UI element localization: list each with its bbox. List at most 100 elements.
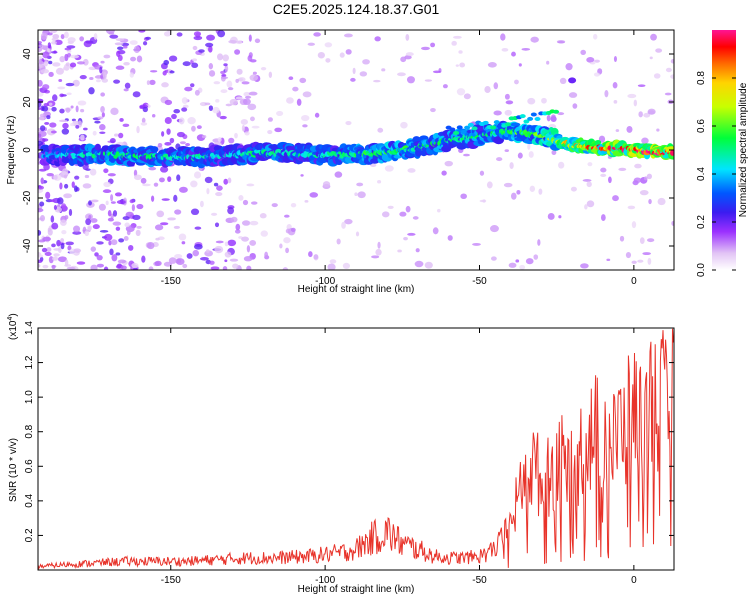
heatmap-cell — [514, 79, 519, 85]
heatmap-cell — [100, 60, 105, 64]
y-tick-label: 1.4 — [24, 321, 35, 335]
heatmap-cell — [227, 177, 232, 184]
heatmap-cell — [249, 74, 259, 81]
heatmap-cell — [98, 203, 106, 211]
heatmap-cell — [66, 266, 76, 270]
heatmap-cell — [38, 259, 43, 264]
heatmap-cell — [110, 239, 118, 246]
heatmap-cell — [670, 59, 674, 64]
heatmap-cell — [112, 221, 122, 226]
heatmap-cell — [551, 149, 557, 156]
snr-y-multiplier-close: ) — [8, 313, 19, 316]
heatmap-cell — [453, 130, 460, 135]
heatmap-cell — [655, 48, 663, 53]
heatmap-cell — [463, 153, 470, 157]
heatmap-cell — [79, 74, 87, 80]
heatmap-cell — [594, 140, 602, 145]
heatmap-cell — [511, 51, 516, 57]
heatmap-cell — [59, 108, 65, 114]
heatmap-cell — [192, 45, 198, 51]
heatmap-cell — [530, 112, 537, 117]
heatmap-cell — [424, 261, 433, 269]
heatmap-cell — [96, 254, 103, 261]
heatmap-cell — [220, 89, 228, 94]
heatmap-cell — [117, 259, 127, 264]
heatmap-cell — [161, 198, 170, 201]
heatmap-cell — [213, 141, 222, 146]
heatmap-cell — [613, 100, 618, 104]
heatmap-cell — [157, 143, 163, 148]
heatmap-cell — [456, 88, 466, 96]
heatmap-cell — [43, 103, 49, 107]
heatmap-cell — [227, 239, 237, 247]
heatmap-cell — [259, 213, 267, 219]
heatmap-cell — [51, 222, 59, 230]
heatmap-cell — [107, 173, 116, 177]
snr-y-multiplier: (x104) — [7, 313, 19, 340]
heatmap-cell — [345, 49, 352, 55]
heatmap-cell — [608, 176, 612, 184]
heatmap-cell — [117, 46, 124, 51]
heatmap-cell — [83, 127, 88, 131]
heatmap-cell — [223, 178, 229, 185]
heatmap-cell — [176, 131, 185, 138]
heatmap-cell — [606, 258, 611, 262]
heatmap-cell — [49, 122, 57, 128]
heatmap-cell — [314, 112, 320, 118]
snr-y-multiplier-base: (x10 — [8, 320, 19, 340]
heatmap-cell — [46, 173, 54, 177]
heatmap-cell — [447, 235, 453, 241]
heatmap-cell — [234, 132, 238, 139]
heatmap-cell — [519, 264, 526, 270]
heatmap-cell — [582, 179, 592, 182]
heatmap-cell — [225, 103, 232, 107]
heatmap-cell — [653, 73, 661, 79]
heatmap-cell — [342, 262, 351, 270]
heatmap-cell — [530, 36, 539, 43]
heatmap-cell — [115, 38, 125, 42]
heatmap-cell — [38, 40, 42, 44]
heatmap-cell — [219, 115, 227, 120]
colorbar-tick-label: 0.2 — [696, 215, 707, 229]
heatmap-cell — [665, 67, 672, 73]
heatmap-cell — [384, 165, 394, 172]
heatmap-cell — [313, 32, 321, 37]
heatmap-cell — [84, 174, 90, 179]
heatmap-cell — [201, 135, 207, 139]
heatmap-cell — [38, 263, 41, 268]
heatmap-cell — [60, 242, 65, 250]
colorbar-tick-label: 0.8 — [696, 71, 707, 85]
heatmap-cell — [123, 236, 129, 241]
heatmap-cell — [61, 229, 67, 235]
heatmap-cell — [73, 185, 78, 193]
heatmap-cell — [568, 77, 577, 84]
heatmap-cell — [44, 60, 49, 67]
heatmap-cell — [356, 182, 364, 187]
heatmap-cell — [65, 241, 74, 246]
heatmap-cell — [131, 262, 139, 269]
heatmap-cell — [93, 33, 98, 40]
heatmap-cell — [285, 228, 291, 234]
heatmap-cell — [38, 107, 43, 111]
heatmap-cell — [251, 125, 260, 129]
heatmap-cell — [232, 263, 239, 269]
heatmap-cell — [399, 211, 407, 217]
heatmap-cell — [106, 30, 115, 35]
heatmap-cell — [208, 70, 216, 77]
heatmap-cell — [136, 203, 144, 210]
heatmap-cell — [350, 77, 356, 82]
heatmap-cell — [405, 205, 411, 213]
heatmap-cell — [637, 259, 644, 263]
heatmap-cell — [92, 224, 100, 230]
heatmap-cell — [151, 113, 156, 118]
heatmap-cell — [38, 229, 42, 236]
heatmap-cell — [99, 124, 106, 131]
heatmap-cell — [51, 106, 57, 112]
heatmap-cell — [322, 181, 331, 188]
heatmap-cell — [241, 124, 246, 132]
heatmap-cell — [60, 238, 65, 243]
heatmap-cell — [174, 209, 182, 215]
heatmap-cell — [482, 120, 489, 125]
heatmap-cell — [508, 262, 517, 268]
heatmap-cell — [45, 191, 51, 200]
